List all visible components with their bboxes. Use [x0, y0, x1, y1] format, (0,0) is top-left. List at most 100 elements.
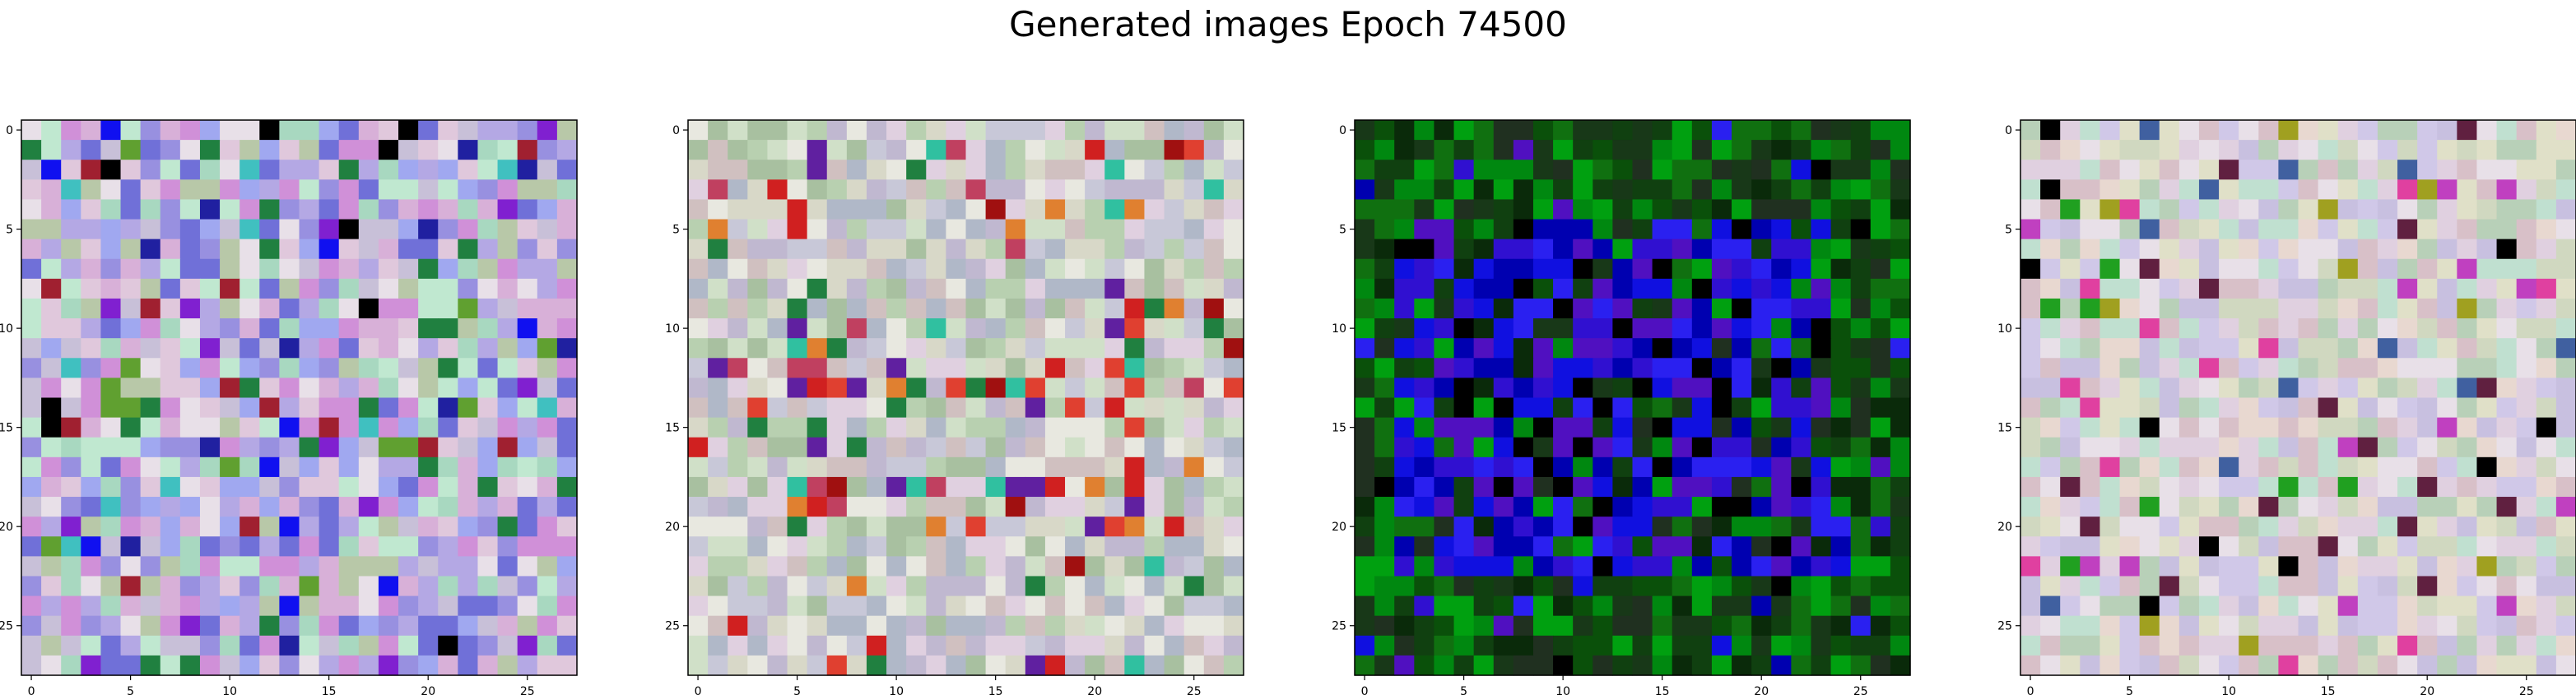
- pixel-cell: [2199, 259, 2220, 280]
- pixel-cell: [2160, 239, 2180, 260]
- pixel-cell: [2278, 299, 2299, 319]
- pixel-cell: [557, 179, 578, 200]
- pixel-cell: [2397, 656, 2418, 676]
- pixel-cell: [220, 378, 240, 398]
- pixel-cell: [379, 398, 399, 419]
- pixel-cell: [2338, 398, 2359, 419]
- pixel-cell: [259, 239, 280, 260]
- pixel-cell: [767, 656, 788, 676]
- pixel-cell: [220, 616, 240, 637]
- pixel-cell: [2060, 457, 2081, 478]
- pixel-cell: [2080, 220, 2100, 240]
- pixel-cell: [2299, 358, 2319, 378]
- pixel-cell: [2099, 299, 2120, 319]
- pixel-cell: [2338, 259, 2359, 280]
- pixel-cell: [1165, 438, 1185, 458]
- pixel-cell: [2476, 596, 2497, 617]
- pixel-cell: [239, 616, 260, 637]
- pixel-cell: [438, 398, 458, 419]
- pixel-cell: [2457, 517, 2477, 537]
- pixel-cell: [2199, 536, 2220, 557]
- pixel-cell: [537, 318, 558, 339]
- pixel-cell: [319, 199, 340, 220]
- pixel-cell: [1593, 418, 1613, 438]
- pixel-cell: [906, 338, 927, 359]
- pixel-cell: [767, 398, 788, 419]
- pixel-cell: [728, 398, 748, 419]
- pixel-cell: [1593, 596, 1613, 617]
- pixel-cell: [1851, 239, 1872, 260]
- pixel-cell: [2457, 299, 2477, 319]
- pixel-cell: [1104, 517, 1125, 537]
- pixel-cell: [160, 378, 181, 398]
- pixel-cell: [418, 596, 439, 617]
- pixel-cell: [1831, 536, 1852, 557]
- pixel-cell: [1224, 576, 1244, 596]
- pixel-cell: [239, 418, 260, 438]
- pixel-cell: [279, 378, 300, 398]
- pixel-cell: [1653, 338, 1673, 359]
- pixel-cell: [498, 120, 518, 141]
- pixel-cell: [339, 140, 360, 160]
- pixel-cell: [518, 279, 538, 299]
- pixel-cell: [1025, 318, 1046, 339]
- pixel-cell: [2239, 576, 2259, 596]
- pixel-cell: [2536, 656, 2557, 676]
- pixel-cell: [2099, 160, 2120, 180]
- pixel-cell: [2080, 576, 2100, 596]
- pixel-cell: [458, 279, 478, 299]
- pixel-cell: [1374, 239, 1395, 260]
- pixel-cell: [2378, 616, 2398, 637]
- pixel-cell: [1573, 418, 1593, 438]
- pixel-cell: [867, 160, 887, 180]
- pixel-cell: [1732, 576, 1752, 596]
- pixel-cell: [1434, 160, 1454, 180]
- pixel-cell: [747, 438, 768, 458]
- pixel-cell: [1394, 259, 1415, 280]
- pixel-cell: [1104, 616, 1125, 637]
- pixel-cell: [688, 160, 709, 180]
- pixel-grid: [2020, 120, 2576, 676]
- pixel-cell: [100, 477, 121, 498]
- pixel-cell: [438, 318, 458, 339]
- pixel-cell: [2099, 636, 2120, 656]
- pixel-cell: [2338, 576, 2359, 596]
- pixel-cell: [1732, 616, 1752, 637]
- pixel-cell: [1434, 418, 1454, 438]
- pixel-cell: [81, 418, 101, 438]
- pixel-cell: [141, 656, 161, 676]
- pixel-cell: [2278, 378, 2299, 398]
- pixel-cell: [1771, 497, 1792, 517]
- pixel-cell: [2099, 536, 2120, 557]
- pixel-cell: [1434, 338, 1454, 359]
- pixel-cell: [398, 220, 419, 240]
- pixel-cell: [2199, 556, 2220, 577]
- pixel-cell: [708, 457, 728, 478]
- pixel-cell: [160, 179, 181, 200]
- pixel-cell: [2120, 160, 2141, 180]
- pixel-cell: [886, 338, 907, 359]
- pixel-cell: [1224, 358, 1244, 378]
- pixel-cell: [926, 338, 946, 359]
- pixel-cell: [2080, 179, 2100, 200]
- pixel-cell: [1831, 517, 1852, 537]
- pixel-cell: [847, 338, 867, 359]
- pixel-cell: [477, 556, 498, 577]
- pixel-cell: [121, 338, 142, 359]
- pixel-cell: [2378, 179, 2398, 200]
- pixel-cell: [81, 220, 101, 240]
- pixel-cell: [2536, 299, 2557, 319]
- pixel-cell: [160, 656, 181, 676]
- pixel-cell: [2258, 596, 2279, 617]
- pixel-cell: [728, 497, 748, 517]
- pixel-cell: [1633, 517, 1653, 537]
- pixel-cell: [926, 299, 946, 319]
- pixel-cell: [477, 199, 498, 220]
- pixel-cell: [518, 497, 538, 517]
- pixel-cell: [2497, 497, 2518, 517]
- pixel-cell: [847, 259, 867, 280]
- pixel-cell: [2140, 338, 2160, 359]
- pixel-cell: [2417, 616, 2438, 637]
- pixel-cell: [1355, 457, 1375, 478]
- pixel-cell: [557, 120, 578, 141]
